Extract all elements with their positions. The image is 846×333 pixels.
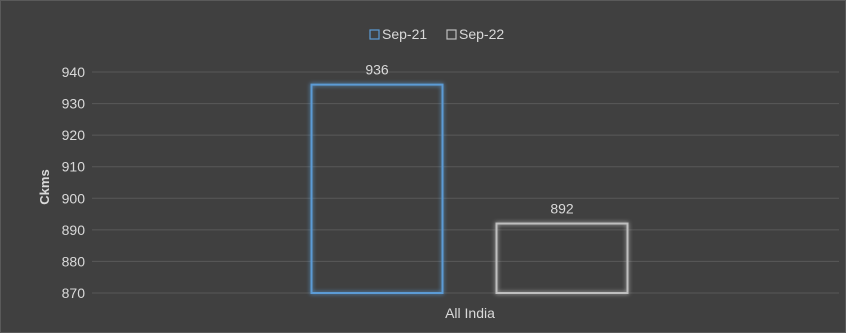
y-axis-tick-labels: 870 880 890 900 910 920 930 940 (62, 64, 86, 301)
y-tick-label-910: 910 (62, 159, 86, 175)
y-tick-label-920: 920 (62, 127, 86, 143)
data-labels: 936 892 (365, 62, 574, 217)
legend-swatch-sep-21 (369, 29, 380, 40)
bar-sep-21 (310, 83, 444, 294)
y-tick-label-900: 900 (62, 190, 86, 206)
x-axis-category-label: All India (445, 305, 495, 321)
y-tick-label-890: 890 (62, 222, 86, 238)
y-tick-label-940: 940 (62, 64, 86, 80)
legend: Sep-21 Sep-22 (369, 26, 504, 42)
bar-sep-22 (495, 222, 629, 295)
gridlines (92, 71, 839, 294)
y-axis-title: Ckms (37, 169, 52, 204)
y-tick-label-870: 870 (62, 285, 86, 301)
bars (310, 83, 629, 295)
y-tick-label-880: 880 (62, 253, 86, 269)
data-label-sep-21: 936 (365, 62, 389, 78)
y-tick-label-930: 930 (62, 96, 86, 112)
legend-label-sep-22: Sep-22 (459, 26, 504, 42)
data-label-sep-22: 892 (550, 201, 574, 217)
legend-swatch-sep-22 (446, 29, 457, 40)
legend-label-sep-21: Sep-21 (382, 26, 427, 42)
